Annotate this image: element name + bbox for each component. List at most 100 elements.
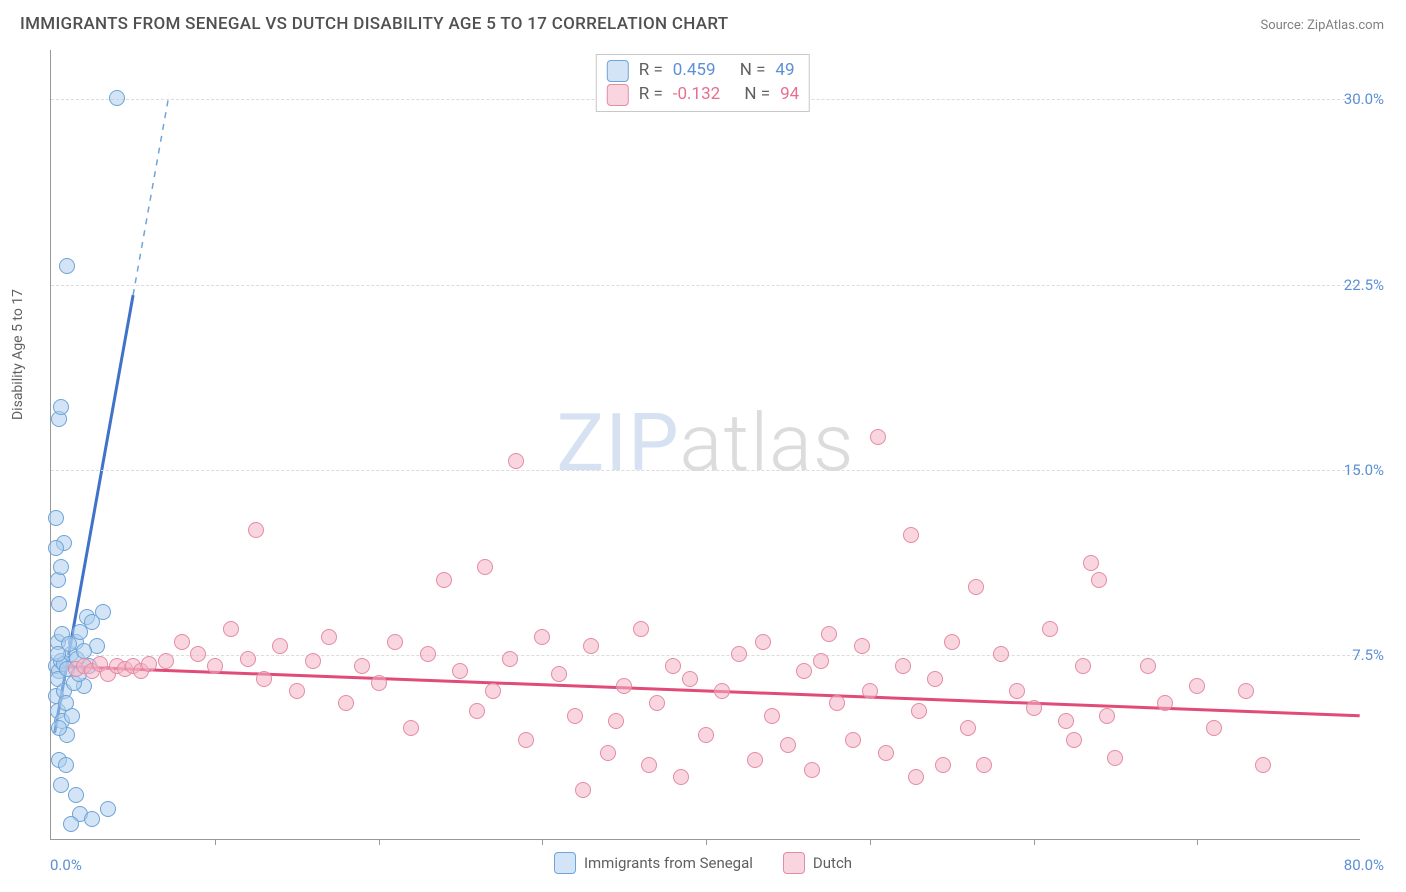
- scatter-point: [649, 695, 665, 711]
- scatter-point: [1206, 720, 1222, 736]
- scatter-point: [53, 777, 69, 793]
- legend-label-0: Immigrants from Senegal: [584, 854, 753, 872]
- x-tick: [1034, 839, 1035, 845]
- scatter-point: [804, 762, 820, 778]
- scatter-point: [338, 695, 354, 711]
- scatter-point: [911, 703, 927, 719]
- y-tick-label: 22.5%: [1344, 276, 1384, 294]
- legend-item-1: Dutch: [783, 852, 852, 874]
- scatter-point: [673, 769, 689, 785]
- legend-label-1: Dutch: [813, 854, 852, 872]
- scatter-point: [477, 559, 493, 575]
- plot-area: ZIPatlas: [50, 50, 1360, 840]
- scatter-point: [51, 596, 67, 612]
- scatter-point: [95, 604, 111, 620]
- scatter-point: [1238, 683, 1254, 699]
- stat-row-series-1: R = -0.132 N = 94: [607, 83, 799, 107]
- scatter-point: [665, 658, 681, 674]
- scatter-point: [993, 646, 1009, 662]
- stat-r-label-1: R =: [639, 83, 663, 107]
- scatter-point: [608, 713, 624, 729]
- scatter-point: [190, 646, 206, 662]
- scatter-point: [141, 656, 157, 672]
- scatter-point: [1009, 683, 1025, 699]
- scatter-point: [870, 429, 886, 445]
- scatter-point: [50, 646, 66, 662]
- scatter-point: [51, 720, 67, 736]
- scatter-point: [551, 666, 567, 682]
- scatter-point: [1157, 695, 1173, 711]
- scatter-point: [764, 708, 780, 724]
- scatter-point: [1083, 555, 1099, 571]
- scatter-point: [63, 816, 79, 832]
- stat-n-label-0: N =: [740, 59, 766, 83]
- scatter-point: [240, 651, 256, 667]
- stat-swatch-1: [607, 84, 629, 106]
- scatter-point: [58, 695, 74, 711]
- scatter-point: [272, 638, 288, 654]
- scatter-point: [403, 720, 419, 736]
- scatter-point: [1140, 658, 1156, 674]
- legend-swatch-0: [554, 852, 576, 874]
- scatter-point: [944, 634, 960, 650]
- legend-item-0: Immigrants from Senegal: [554, 852, 753, 874]
- scatter-point: [878, 745, 894, 761]
- scatter-point: [780, 737, 796, 753]
- stat-row-series-0: R = 0.459 N = 49: [607, 59, 799, 83]
- trend-line-dashed: [133, 94, 169, 295]
- scatter-point: [174, 634, 190, 650]
- scatter-point: [518, 732, 534, 748]
- scatter-point: [968, 579, 984, 595]
- scatter-point: [682, 671, 698, 687]
- x-tick: [870, 839, 871, 845]
- scatter-point: [935, 757, 951, 773]
- scatter-point: [502, 651, 518, 667]
- stat-r-value-1: -0.132: [673, 83, 720, 107]
- stat-r-value-0: 0.459: [673, 59, 716, 83]
- stat-n-label-1: N =: [744, 83, 770, 107]
- scatter-point: [583, 638, 599, 654]
- scatter-point: [641, 757, 657, 773]
- trend-lines-layer: [51, 50, 1360, 839]
- scatter-point: [354, 658, 370, 674]
- scatter-point: [1066, 732, 1082, 748]
- scatter-point: [207, 658, 223, 674]
- scatter-point: [633, 621, 649, 637]
- stat-swatch-0: [607, 60, 629, 82]
- scatter-point: [436, 572, 452, 588]
- scatter-point: [1026, 700, 1042, 716]
- scatter-point: [960, 720, 976, 736]
- scatter-point: [469, 703, 485, 719]
- y-axis-label: Disability Age 5 to 17: [10, 289, 26, 420]
- scatter-point: [1255, 757, 1271, 773]
- scatter-point: [567, 708, 583, 724]
- scatter-point: [534, 629, 550, 645]
- scatter-point: [862, 683, 878, 699]
- scatter-point: [895, 658, 911, 674]
- scatter-point: [854, 638, 870, 654]
- scatter-point: [321, 629, 337, 645]
- scatter-point: [58, 757, 74, 773]
- scatter-point: [223, 621, 239, 637]
- scatter-point: [53, 559, 69, 575]
- scatter-point: [1099, 708, 1115, 724]
- scatter-point: [813, 653, 829, 669]
- legend-swatch-1: [783, 852, 805, 874]
- gridline-h: [51, 285, 1360, 286]
- scatter-point: [1075, 658, 1091, 674]
- scatter-point: [1091, 572, 1107, 588]
- scatter-point: [158, 653, 174, 669]
- scatter-point: [755, 634, 771, 650]
- scatter-point: [84, 811, 100, 827]
- y-tick-label: 30.0%: [1344, 90, 1384, 108]
- scatter-point: [48, 540, 64, 556]
- scatter-point: [1107, 750, 1123, 766]
- scatter-point: [976, 757, 992, 773]
- source-label: Source: ZipAtlas.com: [1260, 18, 1384, 33]
- bottom-legend: Immigrants from Senegal Dutch: [0, 852, 1406, 874]
- x-tick: [1197, 839, 1198, 845]
- scatter-point: [508, 453, 524, 469]
- scatter-point: [289, 683, 305, 699]
- scatter-point: [109, 90, 125, 106]
- scatter-point: [100, 801, 116, 817]
